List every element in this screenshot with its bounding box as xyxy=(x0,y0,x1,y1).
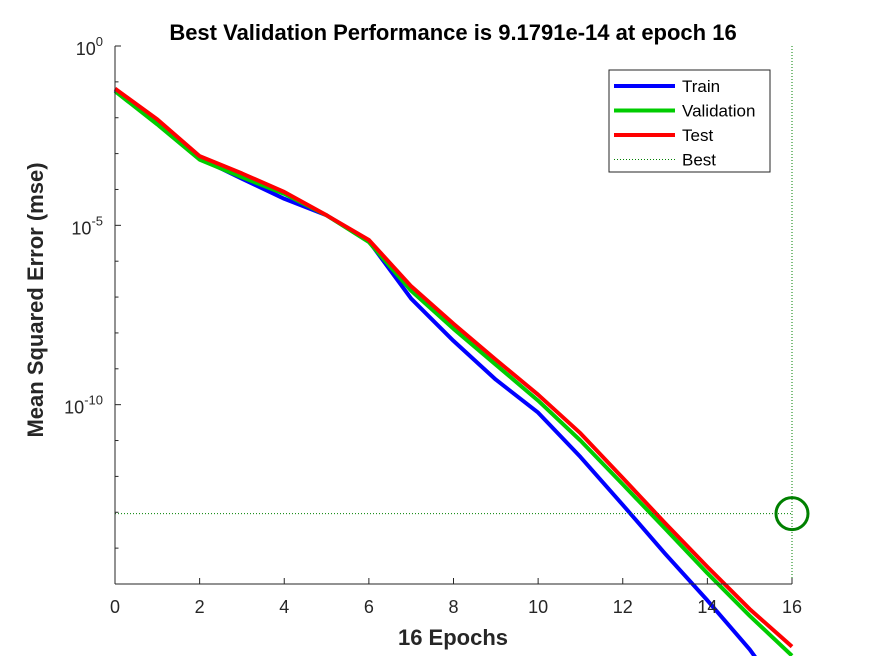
x-tick-label: 2 xyxy=(195,597,205,617)
best-marker-layer xyxy=(115,46,810,584)
y-tick-exponent: -5 xyxy=(91,213,103,228)
x-tick-label: 10 xyxy=(528,597,548,617)
series-layer xyxy=(113,86,794,656)
y-tick-base: 10 xyxy=(64,398,84,418)
legend-label: Test xyxy=(682,126,713,145)
legend-label: Best xyxy=(682,151,716,170)
y-axis-label: Mean Squared Error (mse) xyxy=(23,162,48,437)
best-point-circle xyxy=(774,496,810,532)
y-tick-base: 10 xyxy=(76,39,96,59)
y-tick-base: 10 xyxy=(71,218,91,238)
x-tick-label: 16 xyxy=(782,597,802,617)
x-tick-label: 6 xyxy=(364,597,374,617)
y-tick-exponent: 0 xyxy=(96,34,103,49)
series-line-validation xyxy=(113,89,794,656)
y-tick-label: 100 xyxy=(76,34,103,59)
y-tick-label: 10-10 xyxy=(64,393,103,418)
series-line-test xyxy=(113,86,794,649)
y-tick-exponent: -10 xyxy=(84,393,103,408)
x-tick-label: 14 xyxy=(697,597,717,617)
y-tick-label: 10-5 xyxy=(71,213,103,238)
legend: Train Validation Test Best xyxy=(608,69,771,173)
legend-label: Validation xyxy=(682,102,755,121)
x-tick-label: 12 xyxy=(613,597,633,617)
x-tick-label: 8 xyxy=(448,597,458,617)
x-ticks: 0 2 4 6 8 10 12 14 16 xyxy=(110,578,802,617)
x-tick-label: 4 xyxy=(279,597,289,617)
chart-title: Best Validation Performance is 9.1791e-1… xyxy=(169,20,736,45)
x-tick-label: 0 xyxy=(110,597,120,617)
legend-label: Train xyxy=(682,77,720,96)
x-axis-label: 16 Epochs xyxy=(398,625,508,650)
